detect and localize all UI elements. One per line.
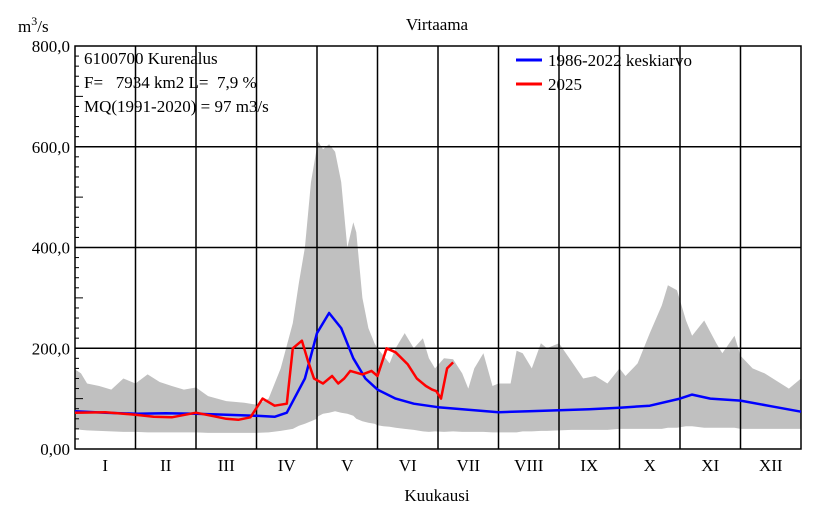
month-tick-label: II	[160, 456, 172, 475]
chart-title: Virtaama	[406, 15, 469, 34]
y-unit-tail: /s	[37, 17, 48, 36]
y-tick-label: 400,0	[32, 239, 70, 258]
legend: 1986-2022 keskiarvo 2025	[516, 51, 692, 94]
y-unit-base: m	[18, 17, 31, 36]
average-line	[74, 311, 802, 419]
month-tick-label: VIII	[514, 456, 544, 475]
month-tick-label: XI	[701, 456, 719, 475]
series-line-layer	[74, 311, 802, 422]
y-tick-label: 800,0	[32, 37, 70, 56]
month-tick-label: IV	[278, 456, 297, 475]
legend-label-average: 1986-2022 keskiarvo	[548, 51, 692, 70]
grid-layer	[74, 45, 802, 450]
y-tick-label: 0,00	[40, 440, 70, 459]
month-tick-label: V	[341, 456, 354, 475]
y-axis-unit: m3/s	[18, 14, 49, 36]
y-tick-label: 200,0	[32, 339, 70, 358]
month-tick-label: III	[218, 456, 235, 475]
month-tick-label: I	[102, 456, 108, 475]
station-info: 6100700 Kurenalus F= 7934 km2 L= 7,9 % M…	[84, 49, 269, 116]
legend-label-2025: 2025	[548, 75, 582, 94]
x-axis-title: Kuukausi	[404, 486, 469, 505]
year-2025-line	[74, 339, 454, 422]
plot-frame	[74, 45, 802, 450]
month-tick-label: VI	[399, 456, 417, 475]
station-info-line: 6100700 Kurenalus	[84, 49, 218, 68]
month-tick-label: X	[644, 456, 656, 475]
station-info-line: F= 7934 km2 L= 7,9 %	[84, 73, 257, 92]
y-tick-label: 600,0	[32, 138, 70, 157]
month-tick-label: VII	[456, 456, 480, 475]
month-tick-label: IX	[580, 456, 598, 475]
y-unit-sup: 3	[31, 14, 37, 28]
station-info-line: MQ(1991-2020) = 97 m3/s	[84, 97, 269, 116]
month-tick-label: XII	[759, 456, 783, 475]
